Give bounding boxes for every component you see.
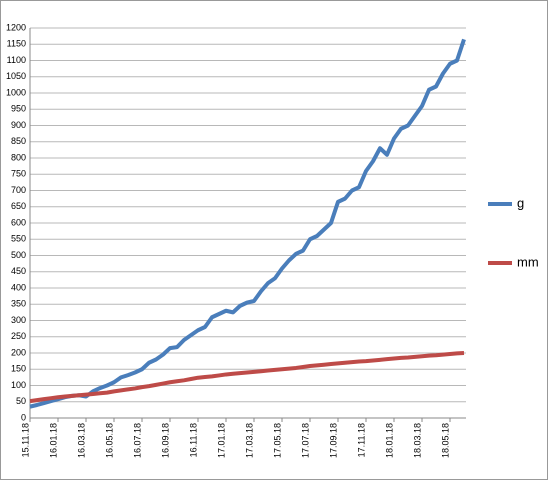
x-tick-label: 16.03.18 bbox=[76, 423, 86, 458]
x-tick-label: 17.05.18 bbox=[272, 423, 282, 458]
y-tick-label: 600 bbox=[11, 217, 26, 227]
x-tick-label: 16.09.18 bbox=[160, 423, 170, 458]
y-tick-label: 300 bbox=[11, 315, 26, 325]
y-tick-label: 850 bbox=[11, 136, 26, 146]
x-tick-label: 15.11.18 bbox=[20, 423, 30, 457]
y-tick-label: 200 bbox=[11, 347, 26, 357]
x-tick-label: 16.11.18 bbox=[188, 423, 198, 457]
y-tick-label: 250 bbox=[11, 331, 26, 341]
y-tick-label: 450 bbox=[11, 266, 26, 276]
y-tick-label: 650 bbox=[11, 201, 26, 211]
y-tick-label: 900 bbox=[11, 120, 26, 130]
y-tick-label: 750 bbox=[11, 169, 26, 179]
y-tick-label: 1000 bbox=[6, 87, 26, 97]
y-tick-label: 1050 bbox=[6, 71, 26, 81]
series-line bbox=[29, 38, 466, 409]
y-tick-label: 400 bbox=[11, 282, 26, 292]
x-tick-label: 16.01.18 bbox=[48, 423, 58, 458]
legend: g mm bbox=[488, 195, 539, 269]
x-tick-label: 17.03.18 bbox=[244, 423, 254, 458]
x-tick-label: 17.01.18 bbox=[216, 423, 226, 458]
y-tick-label: 500 bbox=[11, 250, 26, 260]
y-tick-label: 550 bbox=[11, 234, 26, 244]
y-tick-label: 700 bbox=[11, 185, 26, 195]
y-tick-label: 950 bbox=[11, 104, 26, 114]
y-tick-label: 100 bbox=[11, 380, 26, 390]
y-tick-label: 350 bbox=[11, 299, 26, 309]
y-tick-label: 1150 bbox=[7, 39, 26, 49]
x-tick-label: 18.01.18 bbox=[384, 423, 394, 458]
legend-label: g bbox=[517, 195, 524, 210]
y-tick-label: 1100 bbox=[7, 55, 26, 65]
legend-label: mm bbox=[517, 254, 539, 269]
x-tick-label: 16.05.18 bbox=[104, 423, 114, 458]
x-tick-label: 17.07.18 bbox=[300, 423, 310, 458]
x-tick-label: 18.03.18 bbox=[412, 423, 422, 458]
y-tick-label: 800 bbox=[11, 152, 26, 162]
y-tick-label: 150 bbox=[11, 364, 26, 374]
x-tick-label: 17.11.18 bbox=[356, 423, 366, 457]
x-tick-label: 16.07.18 bbox=[132, 423, 142, 458]
x-tick-label: 17.09.18 bbox=[328, 423, 338, 458]
y-tick-label: 50 bbox=[16, 396, 26, 406]
y-tick-label: 1200 bbox=[6, 22, 26, 32]
series-line bbox=[29, 351, 465, 404]
y-tick-label: 0 bbox=[21, 412, 26, 422]
x-tick-label: 18.05.18 bbox=[440, 423, 450, 458]
